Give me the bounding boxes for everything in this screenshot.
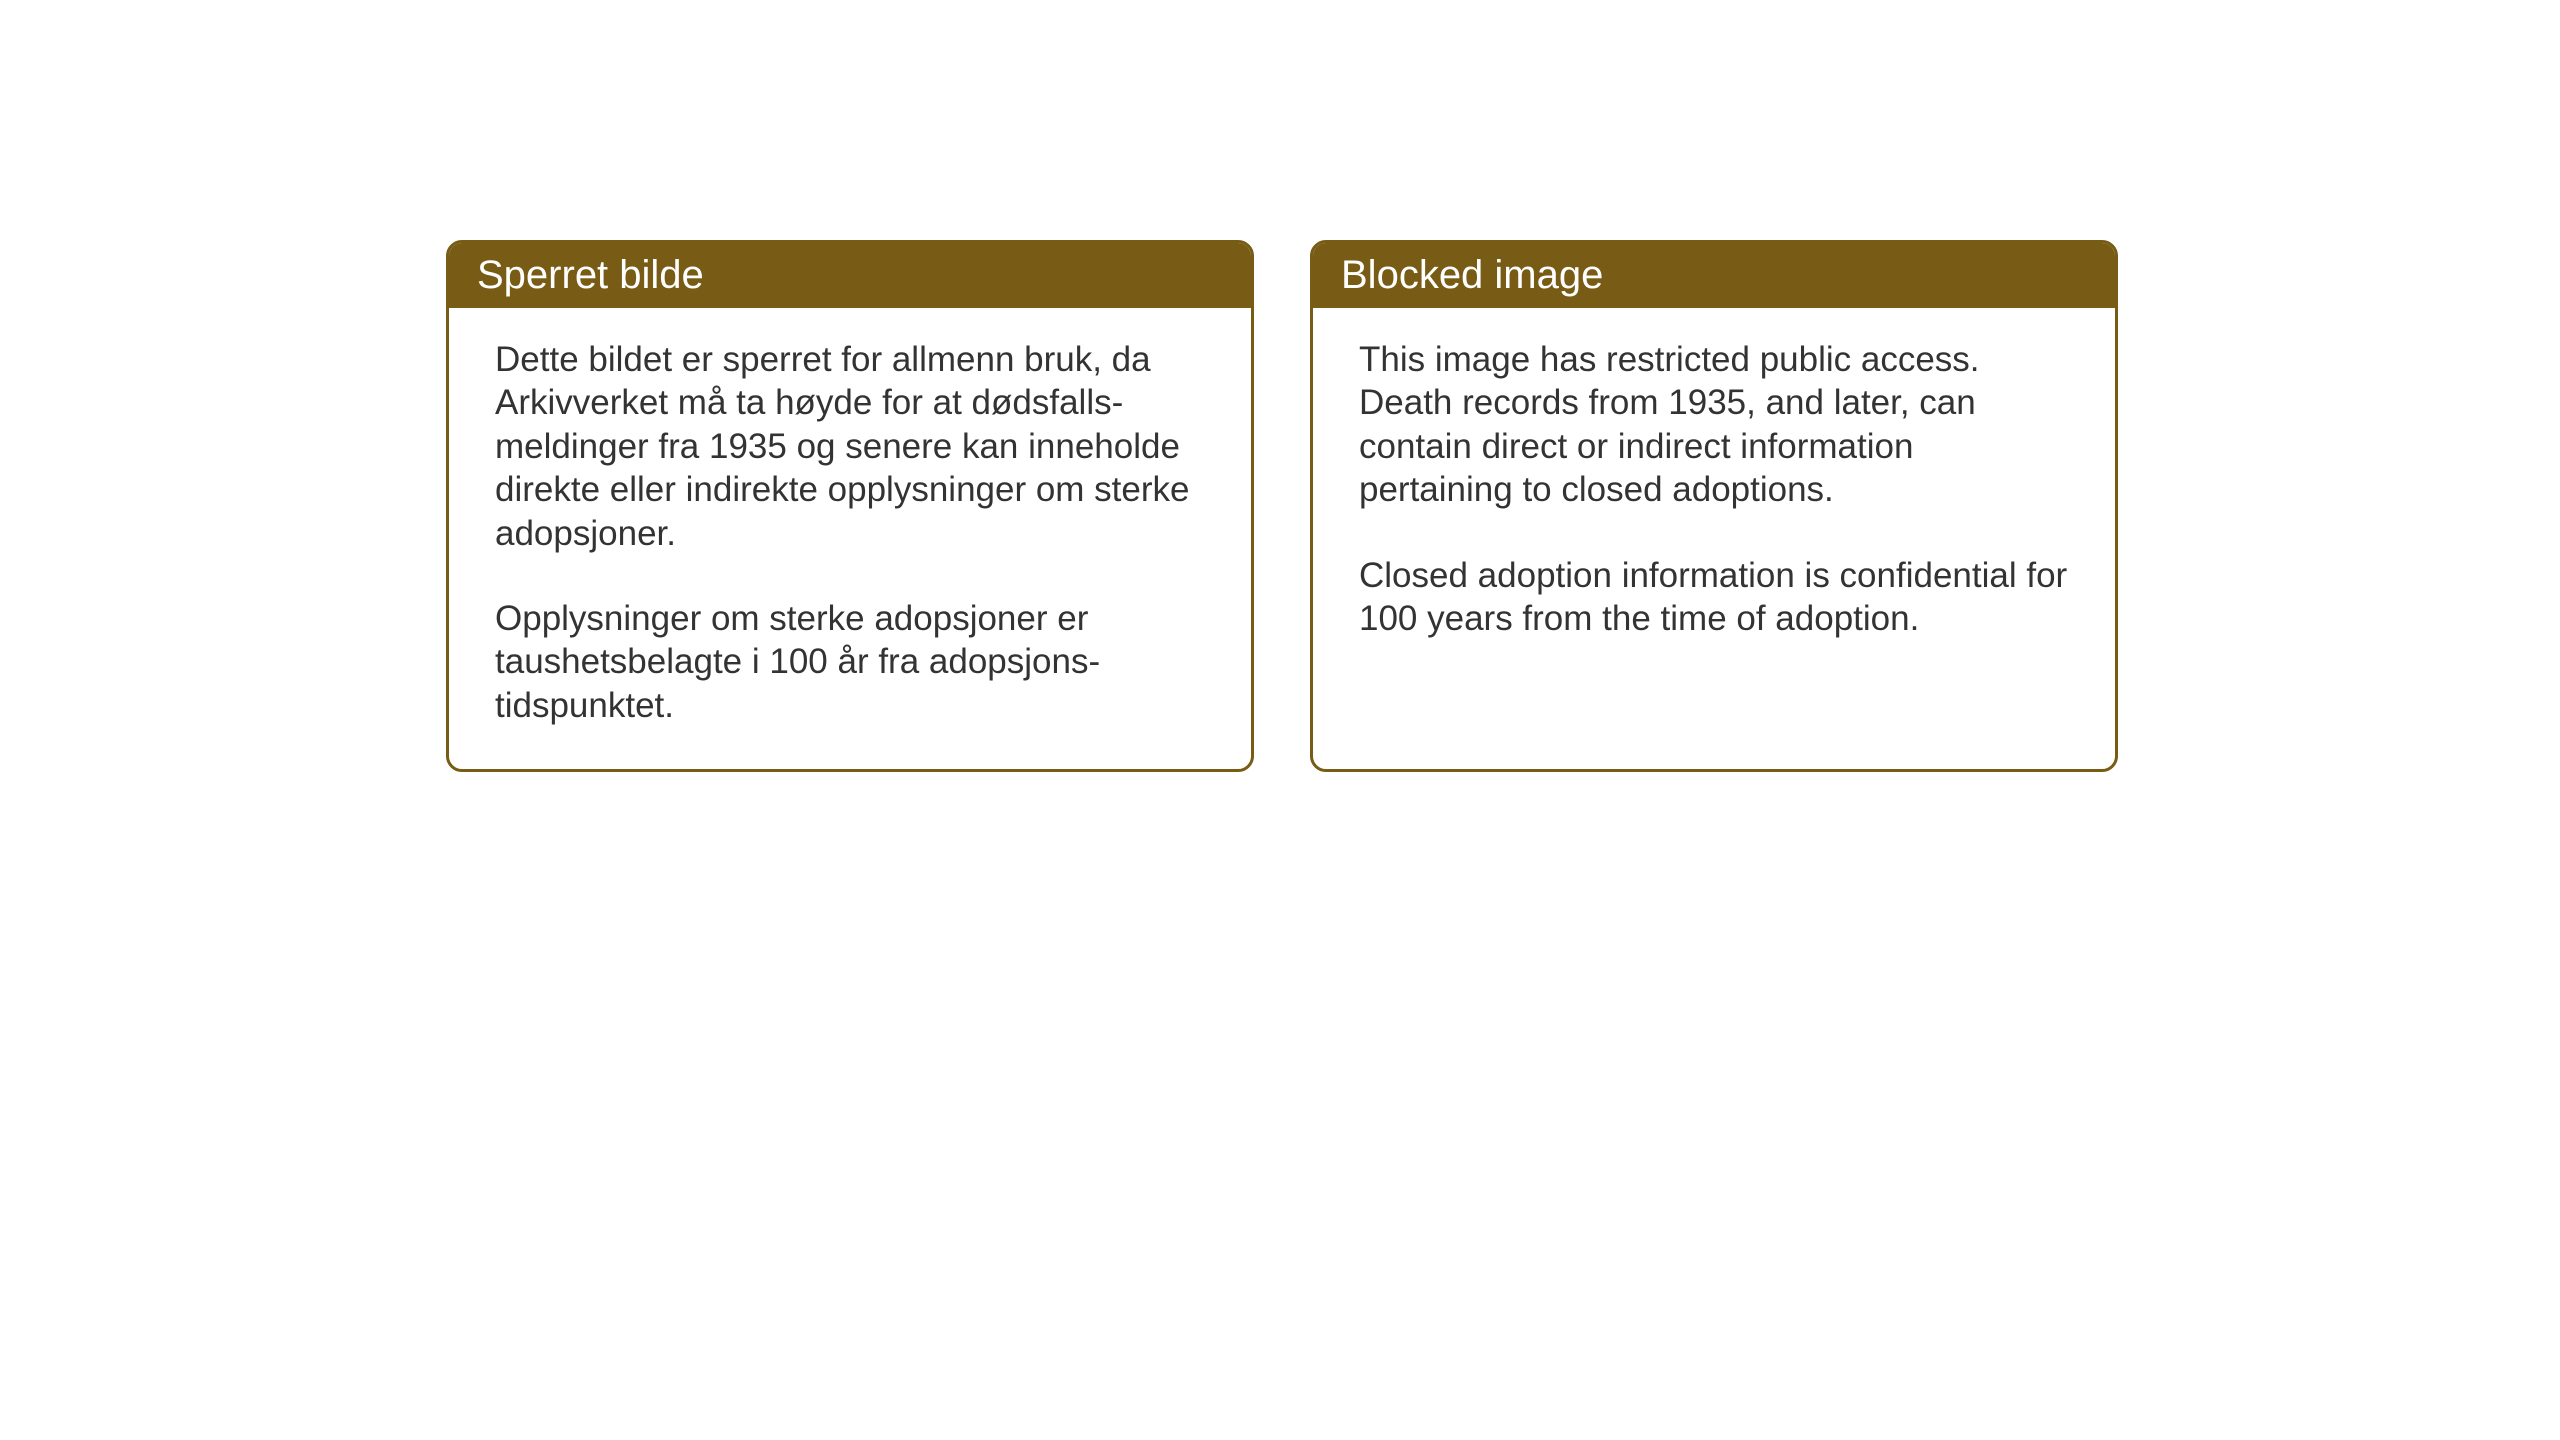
notice-paragraph: This image has restricted public access.… (1359, 338, 2069, 512)
card-title: Sperret bilde (477, 253, 704, 297)
card-header: Blocked image (1313, 243, 2115, 308)
card-title: Blocked image (1341, 253, 1603, 297)
notice-container: Sperret bilde Dette bildet er sperret fo… (446, 240, 2118, 772)
card-header: Sperret bilde (449, 243, 1251, 308)
card-body: Dette bildet er sperret for allmenn bruk… (449, 308, 1251, 769)
notice-card-english: Blocked image This image has restricted … (1310, 240, 2118, 772)
notice-card-norwegian: Sperret bilde Dette bildet er sperret fo… (446, 240, 1254, 772)
notice-paragraph: Dette bildet er sperret for allmenn bruk… (495, 338, 1205, 555)
notice-paragraph: Opplysninger om sterke adopsjoner er tau… (495, 597, 1205, 727)
card-body: This image has restricted public access.… (1313, 308, 2115, 748)
notice-paragraph: Closed adoption information is confident… (1359, 554, 2069, 641)
